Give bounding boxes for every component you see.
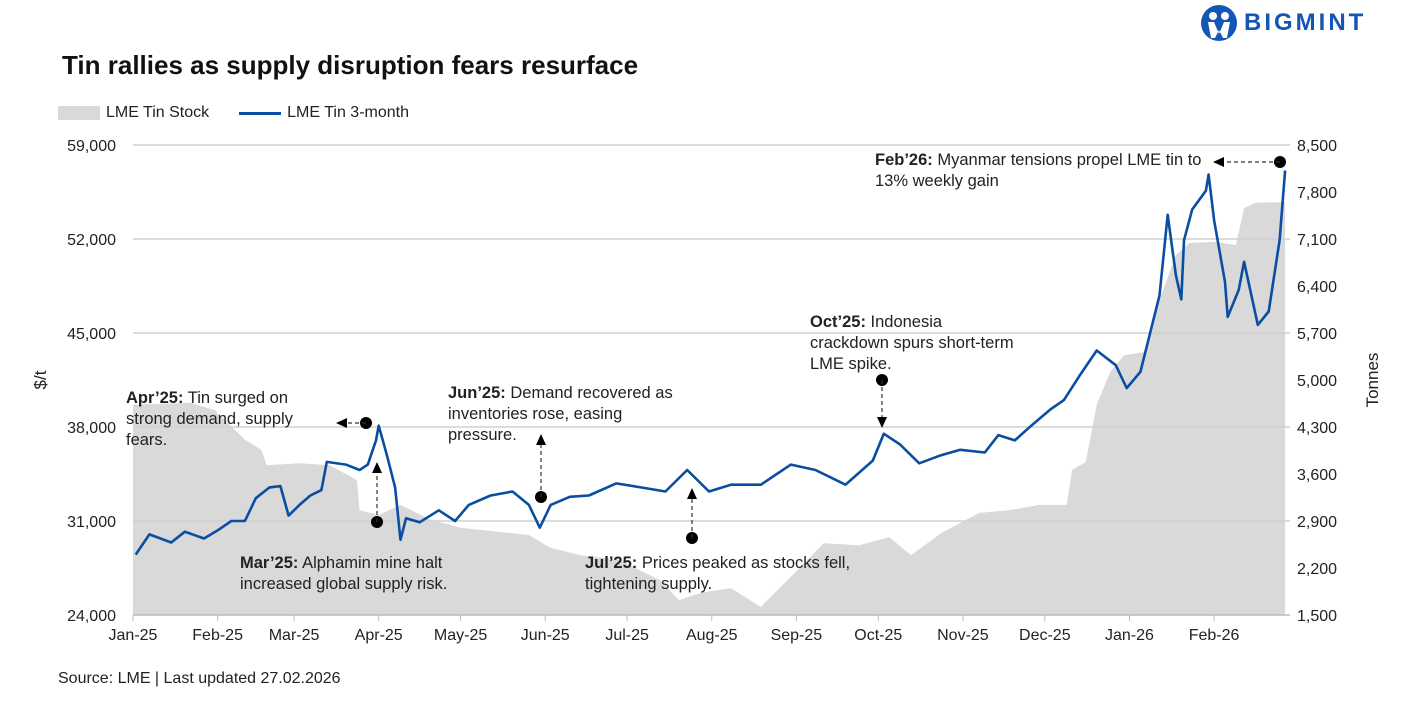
chart-title: Tin rallies as supply disruption fears r… [62,50,639,80]
annotation-jun25-arrowhead-icon [536,434,546,445]
annotation-date: Feb’26: [875,151,933,169]
y2-tick-label: 5,700 [1297,326,1337,343]
y-tick-label: 24,000 [67,608,116,625]
annotation-apr25-arrowhead-icon [336,418,347,428]
annotation-mar25: Mar’25: Alphamin mine halt increased glo… [240,553,485,595]
annotation-text: Alphamin mine halt increased global supp… [240,554,448,593]
bigmint-logo: BIGMINT [1200,4,1366,42]
y2-tick-label: 2,900 [1297,514,1337,531]
y2-tick-label: 2,200 [1297,561,1337,578]
y-tick-label: 45,000 [67,326,116,343]
legend-label-price: LME Tin 3-month [287,104,409,121]
stock-area [133,202,1286,615]
legend: LME Tin Stock LME Tin 3-month [58,104,409,122]
annotation-text: Demand recovered as inventories rose, ea… [448,384,673,444]
annotation-jun25: Jun’25: Demand recovered as inventories … [448,383,693,446]
annotation-date: Jul’25: [585,554,638,572]
legend-swatch-stock [58,106,100,120]
x-tick-label: May-25 [434,627,487,644]
y-tick-label: 31,000 [67,514,116,531]
y2-tick-label: 8,500 [1297,138,1337,155]
y-tick-label: 38,000 [67,420,116,437]
legend-label-stock: LME Tin Stock [106,104,210,121]
x-tick-label: Jun-25 [521,627,570,644]
x-tick-label: Aug-25 [686,627,738,644]
annotation-text: Tin surged on strong demand, supply fear… [126,389,293,449]
y2-axis-label: Tonnes [1363,353,1382,408]
y2-tick-label: 3,600 [1297,467,1337,484]
annotation-feb26-arrowhead-icon [1213,157,1224,167]
price-line [134,170,1287,556]
annotation-oct25: Oct’25: Indonesia crackdown spurs short-… [810,312,1015,375]
x-tick-label: Nov-25 [937,627,989,644]
x-tick-label: Feb-25 [192,627,243,644]
y2-tick-label: 1,500 [1297,608,1337,625]
y-axis-label: $/t [31,370,50,389]
x-tick-label: Dec-25 [1019,627,1071,644]
annotation-text: Prices peaked as stocks fell, tightening… [585,554,851,593]
x-tick-label: Oct-25 [854,627,902,644]
annotation-feb26: Feb’26: Myanmar tensions propel LME tin … [875,150,1215,192]
annotation-date: Apr’25: [126,389,184,407]
y2-tick-label: 7,100 [1297,232,1337,249]
logo-text: BIGMINT [1244,9,1367,36]
y2-tick-label: 7,800 [1297,185,1337,202]
y2-tick-label: 4,300 [1297,420,1337,437]
x-tick-label: Feb-26 [1189,627,1240,644]
y-tick-label: 52,000 [67,232,116,249]
annotation-mar25-arrowhead-icon [372,462,382,473]
x-tick-label: Jan-26 [1105,627,1154,644]
annotation-text: Myanmar tensions propel LME tin to 13% w… [875,151,1202,190]
annotation-oct25-arrowhead-icon [877,417,887,428]
x-tick-label: Mar-25 [269,627,320,644]
legend-swatch-price [239,111,282,115]
annotation-jul25: Jul’25: Prices peaked as stocks fell, ti… [585,553,860,595]
y2-tick-label: 6,400 [1297,279,1337,296]
annotation-apr25: Apr’25: Tin surged on strong demand, sup… [126,388,331,451]
annotation-date: Mar’25: [240,554,299,572]
annotation-jul25-arrowhead-icon [687,488,697,499]
x-tick-label: Apr-25 [355,627,403,644]
x-tick-label: Jan-25 [109,627,158,644]
annotation-text: Indonesia crackdown spurs short-term LME… [810,313,1014,373]
annotation-date: Oct’25: [810,313,866,331]
y2-tick-label: 5,000 [1297,373,1337,390]
x-tick-label: Sep-25 [771,627,823,644]
x-tick-label: Jul-25 [605,627,649,644]
source-note: Source: LME | Last updated 27.02.2026 [58,670,341,687]
bigmint-logo-icon [1201,5,1237,41]
annotation-date: Jun’25: [448,384,506,402]
y-tick-label: 59,000 [67,138,116,155]
